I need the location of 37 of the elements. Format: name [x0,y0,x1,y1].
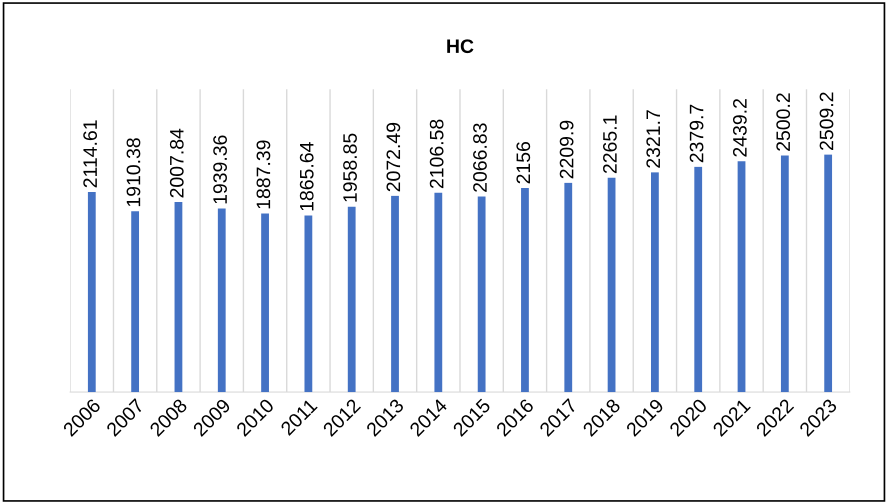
bar [218,208,226,392]
bar [261,213,269,392]
data-label: 2066.83 [473,123,487,192]
bar [131,211,140,392]
data-label: 2265.1 [603,116,617,174]
data-label: 1865.64 [300,142,314,210]
bar [694,166,702,392]
bar [651,172,659,392]
data-label: 2072.49 [386,122,400,192]
chart-title: HC [447,39,474,54]
bar [304,216,312,392]
bar [434,192,442,392]
bar [564,182,572,392]
data-label: 2106.58 [430,120,444,188]
bar [780,155,789,392]
bar [824,154,832,392]
bar [174,202,182,392]
bar [521,188,529,392]
data-label: 2321.7 [646,110,660,168]
data-label: 1887.39 [256,140,270,208]
data-label: 2007.84 [170,128,184,198]
data-label: 2156 [516,142,530,184]
data-label: 1939.36 [213,135,227,204]
data-label: 2379.7 [690,104,704,162]
data-label: 2114.61 [83,120,98,188]
data-label: 2509.2 [820,92,834,150]
bar [478,196,486,392]
data-label: 2500.2 [776,93,790,151]
bar [348,206,356,392]
data-label: 1958.85 [343,134,357,202]
bar [88,192,96,392]
data-label: 1910.38 [126,138,140,206]
data-label: 2439.2 [732,99,747,157]
bar [391,196,399,392]
bar [608,178,616,392]
data-label: 2209.9 [560,120,574,178]
bar [738,161,746,392]
